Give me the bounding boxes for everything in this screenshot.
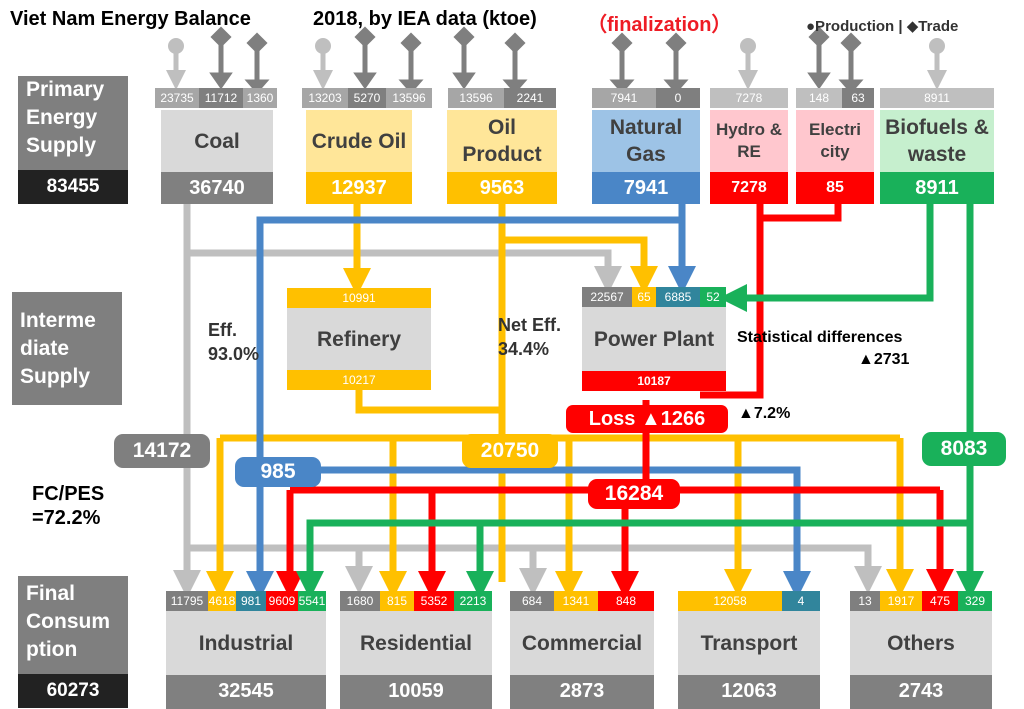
oil-product-import: 13596 [448,88,504,108]
electricity-import: 148 [796,88,842,108]
crude-export: 13596 [386,88,432,108]
power-plant-gas-input: 6885 [656,287,700,307]
title-main: Viet Nam Energy Balance [10,8,251,30]
electricity-flows [276,200,954,599]
others-coal: 13 [850,591,880,611]
commercial-electricity: 848 [598,591,654,611]
transport-oil: 12058 [678,591,782,611]
refinery-efficiency: Eff. 93.0% [208,320,260,364]
biofuels-total: 8911 [880,172,994,204]
hydro-re-box: Hydro & RE [710,110,788,172]
electricity-export: 63 [842,88,874,108]
gas-final-flow: 985 [235,457,321,487]
coal-production: 23735 [155,88,199,108]
oil-product-export: 2241 [504,88,556,108]
industrial-box: Industrial [166,611,326,675]
industrial-coal: 11795 [166,591,208,611]
power-plant-oil-input: 65 [632,287,656,307]
residential-coal: 1680 [340,591,380,611]
statistical-differences-value: ▲2731 [858,351,910,368]
commercial-coal: 684 [510,591,554,611]
power-loss-percent: ▲7.2% [738,405,791,422]
natural-gas-box: Natural Gas [592,110,700,172]
legend-trade: ◆Trade [906,18,959,35]
crude-oil-total: 12937 [306,172,412,204]
oil-final-flow: 20750 [462,434,558,468]
crude-import: 5270 [348,88,386,108]
coal-flows [173,200,882,598]
power-plant-bio-input: 52 [700,287,726,307]
commercial-total: 2873 [510,675,654,709]
coal-box: Coal [161,110,273,172]
residential-box: Residential [340,611,492,675]
electricity-final-flow: 16284 [588,479,680,509]
residential-total: 10059 [340,675,492,709]
refinery-box: Refinery [287,308,431,370]
trade-icons [209,26,864,94]
others-electricity: 475 [922,591,958,611]
coal-import: 11712 [199,88,243,108]
section-intermediate-label: Interme diate Supply [12,292,122,405]
coal-total: 36740 [161,172,273,204]
power-plant-coal-input: 22567 [582,287,632,307]
section-primary-label: Primary Energy Supply [18,76,128,170]
bio-final-flow: 8083 [922,432,1006,466]
gas-trade: 0 [656,88,700,108]
residential-bio: 2213 [454,591,492,611]
others-total: 2743 [850,675,992,709]
hydro-re-total: 7278 [710,172,788,204]
fc-pes-ratio: FC/PES =72.2% [32,483,105,529]
biofuels-box: Biofuels & waste [880,110,994,172]
industrial-total: 32545 [166,675,326,709]
title-status: （finalization） [587,14,732,36]
natural-gas-total: 7941 [592,172,700,204]
section-final-total: 60273 [18,674,128,708]
commercial-box: Commercial [510,611,654,675]
refinery-input: 10991 [287,288,431,308]
coal-final-flow: 14172 [114,434,210,468]
industrial-oil: 4618 [208,591,236,611]
production-icons [166,38,947,90]
power-loss-badge: Loss ▲1266 [566,405,728,433]
industrial-electricity: 9609 [266,591,298,611]
oil-product-box: Oil Product [447,110,557,172]
transport-gas: 4 [782,591,820,611]
crude-production: 13203 [302,88,348,108]
others-box: Others [850,611,992,675]
oil-flows [206,200,914,599]
title-sub: 2018, by IEA data (ktoe) [313,8,537,30]
oil-product-total: 9563 [447,172,557,204]
residential-oil: 815 [380,591,414,611]
transport-total: 12063 [678,675,820,709]
section-primary-total: 83455 [18,170,128,204]
commercial-oil: 1341 [554,591,598,611]
residential-electricity: 5352 [414,591,454,611]
power-net-efficiency: Net Eff. 34.4% [498,315,561,359]
power-plant-box: Power Plant [582,307,726,371]
electricity-box: Electri city [796,110,874,172]
others-bio: 329 [958,591,992,611]
gas-production: 7941 [592,88,656,108]
bio-flows [296,200,984,599]
legend-production: ●Production | [806,18,903,35]
industrial-gas: 981 [236,591,266,611]
legend: ●Production | ◆Trade [806,17,958,35]
power-plant-output: 10187 [582,371,726,391]
electricity-total: 85 [796,172,874,204]
others-oil: 1917 [880,591,922,611]
crude-oil-box: Crude Oil [306,110,412,172]
refinery-output: 10217 [287,370,431,390]
transport-box: Transport [678,611,820,675]
hydro-production: 7278 [710,88,788,108]
section-final-label: Final Consum ption [18,576,128,674]
coal-export: 1360 [243,88,277,108]
industrial-bio: 5541 [298,591,326,611]
bio-production: 8911 [880,88,994,108]
statistical-differences-label: Statistical differences [737,329,903,346]
